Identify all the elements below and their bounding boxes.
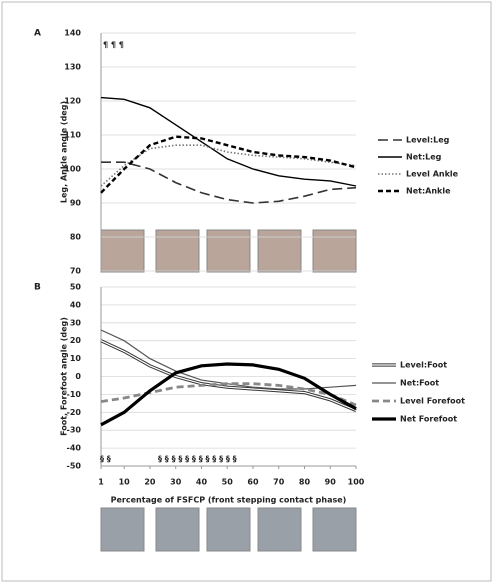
y-axis-title: Foot, Forefoot angle (deg) xyxy=(60,317,69,436)
x-tick-label: 50 xyxy=(222,478,234,487)
y-tick-label: 0 xyxy=(75,372,81,381)
y-tick-label: 50 xyxy=(70,283,82,292)
y-tick-label: 10 xyxy=(70,354,82,363)
y-tick-label: 80 xyxy=(70,233,82,242)
x-tick-label: 30 xyxy=(170,478,182,487)
y-tick-label: 20 xyxy=(70,336,82,345)
y-tick-label: -40 xyxy=(67,444,82,453)
y-tick-label: -10 xyxy=(67,390,82,399)
y-tick-label: -20 xyxy=(67,408,82,417)
y-tick-label: 90 xyxy=(70,199,82,208)
y-tick-label: 40 xyxy=(70,300,82,309)
x-tick-label: 1 xyxy=(98,478,104,487)
y-tick-label: 100 xyxy=(64,165,81,174)
annotation: ¶ ¶ ¶ xyxy=(103,41,124,50)
annotation: § § § § § § § § § § § § xyxy=(158,455,237,464)
legend-label: Level:Foot xyxy=(400,361,447,370)
y-tick-label: 130 xyxy=(64,63,81,72)
x-tick-label: 10 xyxy=(119,478,131,487)
x-tick-label: 90 xyxy=(325,478,337,487)
series-line xyxy=(100,96,357,187)
y-tick-label: 140 xyxy=(64,29,81,38)
panel-label: A xyxy=(34,29,41,39)
y-tick-label: 70 xyxy=(70,267,82,276)
y-tick-label: 120 xyxy=(64,97,81,106)
x-tick-label: 80 xyxy=(299,478,311,487)
photos-b xyxy=(100,507,357,552)
legend-label: Net:Leg xyxy=(406,153,442,162)
x-tick-label: 60 xyxy=(247,478,259,487)
legend-label: Level Forefoot xyxy=(400,397,465,406)
y-tick-label: 30 xyxy=(70,318,82,327)
series-line-inner xyxy=(100,340,357,412)
x-tick-label: 70 xyxy=(273,478,285,487)
photos-a xyxy=(100,229,357,273)
annotation: § § xyxy=(100,455,111,464)
y-tick-label: 110 xyxy=(64,131,81,140)
x-tick-label: 20 xyxy=(144,478,156,487)
series-line xyxy=(100,382,357,407)
x-tick-label: 40 xyxy=(196,478,208,487)
y-tick-label: -50 xyxy=(67,462,82,471)
legend-label: Level:Leg xyxy=(406,136,450,145)
legend-label: Level Ankle xyxy=(406,170,459,179)
legend-label: Net:Foot xyxy=(400,379,439,388)
series-line xyxy=(100,362,357,427)
panel-label: B xyxy=(34,283,41,293)
legend-label: Net Forefoot xyxy=(400,415,457,424)
x-axis-title: Percentage of FSFCP (front stepping cont… xyxy=(111,496,347,505)
series-line xyxy=(100,135,357,194)
x-tick-label: 100 xyxy=(348,478,365,487)
y-axis-title: Leg, Ankle angle (deg) xyxy=(60,101,69,203)
y-tick-label: -30 xyxy=(67,426,82,435)
series-line xyxy=(100,144,357,187)
legend-label: Net:Ankle xyxy=(406,187,451,196)
